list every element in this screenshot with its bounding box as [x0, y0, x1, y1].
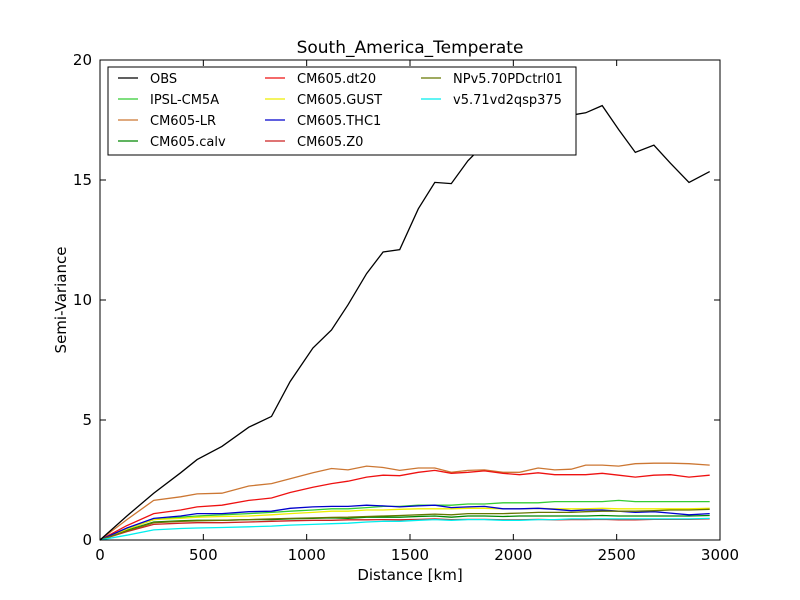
- legend-item: CM605.dt20: [265, 72, 376, 87]
- legend-item: NPv5.70PDctrl01: [421, 72, 563, 87]
- legend-label: CM605-LR: [150, 114, 216, 129]
- legend-label: OBS: [150, 72, 177, 87]
- legend-item: CM605.calv: [118, 135, 226, 150]
- series-line-npv5-70pdctrl01: [99, 508, 710, 541]
- series-line-cm605-lr: [99, 462, 710, 541]
- series-line-cm605-dt20: [99, 469, 710, 541]
- y-axis-label: Semi-Variance: [52, 247, 70, 354]
- y-axis: 0 5 10 15 20: [73, 51, 720, 549]
- series-line-v5-71vd2qsp375: [99, 517, 710, 541]
- legend-item: CM605.GUST: [265, 93, 382, 108]
- legend-label: CM605.Z0: [297, 135, 363, 150]
- legend-box: [107, 66, 577, 156]
- legend-label: NPv5.70PDctrl01: [453, 72, 563, 87]
- x-tick-label: 2500: [598, 546, 636, 564]
- y-tick-label: 20: [73, 51, 92, 69]
- plot-lines: [99, 104, 711, 541]
- x-tick-label: 3000: [701, 546, 739, 564]
- x-tick-label: 1500: [391, 546, 429, 564]
- x-tick-label: 1000: [288, 546, 326, 564]
- legend-label: CM605.GUST: [297, 93, 382, 108]
- x-tick-label: 2000: [494, 546, 532, 564]
- y-tick-label: 5: [82, 411, 92, 429]
- series-line-obs: [99, 104, 711, 541]
- y-tick-label: 0: [82, 531, 92, 549]
- series-line-cm605-z0: [99, 518, 710, 541]
- x-axis-label: Distance [km]: [357, 566, 462, 584]
- legend-label: CM605.THC1: [297, 114, 381, 129]
- legend-item: CM605.Z0: [265, 135, 363, 150]
- legend-label: IPSL-CM5A: [150, 93, 219, 108]
- x-axis: 0 500 1000 1500 2000 2500 3000: [95, 60, 739, 564]
- legend-item: v5.71vd2qsp375: [421, 93, 562, 108]
- legend-item: IPSL-CM5A: [118, 93, 219, 108]
- legend-item: CM605.THC1: [265, 114, 381, 129]
- y-tick-label: 15: [73, 171, 92, 189]
- chart-title: South_America_Temperate: [297, 38, 524, 58]
- series-line-cm605-gust: [99, 507, 710, 541]
- x-tick-label: 0: [95, 546, 105, 564]
- legend-item: CM605-LR: [118, 114, 216, 129]
- legend-label: v5.71vd2qsp375: [453, 93, 562, 108]
- legend-label: CM605.dt20: [297, 72, 376, 87]
- legend-item: OBS: [118, 72, 177, 87]
- legend: OBS IPSL-CM5A CM605-LR CM605.calv CM605.dt20…: [107, 66, 577, 156]
- legend-label: CM605.calv: [150, 135, 226, 150]
- x-tick-label: 500: [189, 546, 218, 564]
- y-tick-label: 10: [73, 291, 92, 309]
